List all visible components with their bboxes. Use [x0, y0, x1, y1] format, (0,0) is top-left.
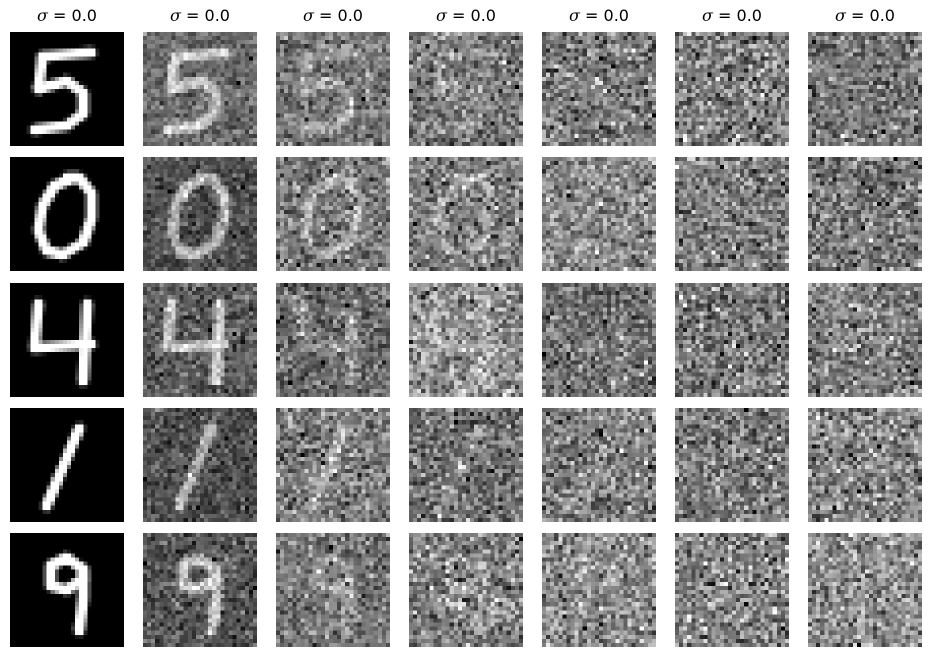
digit-9-panel-5: [542, 533, 656, 647]
equals-sign: =: [53, 6, 67, 25]
sigma-value: 0.0: [603, 6, 629, 25]
digit-5-panel-4: [409, 32, 523, 146]
sigma-value: 0.0: [71, 6, 97, 25]
digit-5-panel-2: [143, 32, 257, 146]
digit-9-panel-1: [10, 533, 124, 647]
digit-4-panel-3: [276, 283, 390, 397]
digit-9-panel-7: [808, 533, 922, 647]
sigma-value: 0.0: [736, 6, 762, 25]
sigma-symbol: σ: [569, 6, 580, 25]
digit-5-panel-7: [808, 32, 922, 146]
digit-1-panel-5: [542, 408, 656, 522]
equals-sign: =: [186, 6, 200, 25]
sigma-value: 0.0: [204, 6, 230, 25]
digit-9-panel-3: [276, 533, 390, 647]
column-title-6: σ = 0.0: [675, 6, 789, 28]
sigma-value: 0.0: [869, 6, 895, 25]
equals-sign: =: [452, 6, 466, 25]
digit-4-panel-6: [675, 283, 789, 397]
column-title-7: σ = 0.0: [808, 6, 922, 28]
sigma-symbol: σ: [702, 6, 713, 25]
sigma-symbol: σ: [835, 6, 846, 25]
digit-1-panel-3: [276, 408, 390, 522]
digit-0-panel-2: [143, 157, 257, 271]
sigma-symbol: σ: [37, 6, 48, 25]
digit-5-panel-6: [675, 32, 789, 146]
digit-9-panel-4: [409, 533, 523, 647]
digit-4-panel-4: [409, 283, 523, 397]
digit-4-panel-5: [542, 283, 656, 397]
equals-sign: =: [585, 6, 599, 25]
column-title-4: σ = 0.0: [409, 6, 523, 28]
column-title-1: σ = 0.0: [10, 6, 124, 28]
digit-1-panel-1: [10, 408, 124, 522]
equals-sign: =: [718, 6, 732, 25]
equals-sign: =: [851, 6, 865, 25]
sigma-symbol: σ: [303, 6, 314, 25]
digit-4-panel-7: [808, 283, 922, 397]
digit-1-panel-7: [808, 408, 922, 522]
digit-0-panel-3: [276, 157, 390, 271]
column-title-2: σ = 0.0: [143, 6, 257, 28]
digit-9-panel-2: [143, 533, 257, 647]
digit-1-panel-2: [143, 408, 257, 522]
equals-sign: =: [319, 6, 333, 25]
digit-9-panel-6: [675, 533, 789, 647]
digit-0-panel-7: [808, 157, 922, 271]
sigma-value: 0.0: [337, 6, 363, 25]
digit-0-panel-5: [542, 157, 656, 271]
digit-0-panel-4: [409, 157, 523, 271]
sigma-symbol: σ: [436, 6, 447, 25]
digit-5-panel-5: [542, 32, 656, 146]
digit-4-panel-1: [10, 283, 124, 397]
column-title-5: σ = 0.0: [542, 6, 656, 28]
digit-4-panel-2: [143, 283, 257, 397]
digit-0-panel-1: [10, 157, 124, 271]
digit-0-panel-6: [675, 157, 789, 271]
sigma-symbol: σ: [170, 6, 181, 25]
column-title-3: σ = 0.0: [276, 6, 390, 28]
digit-5-panel-3: [276, 32, 390, 146]
digit-1-panel-6: [675, 408, 789, 522]
digit-5-panel-1: [10, 32, 124, 146]
digit-1-panel-4: [409, 408, 523, 522]
sigma-value: 0.0: [470, 6, 496, 25]
